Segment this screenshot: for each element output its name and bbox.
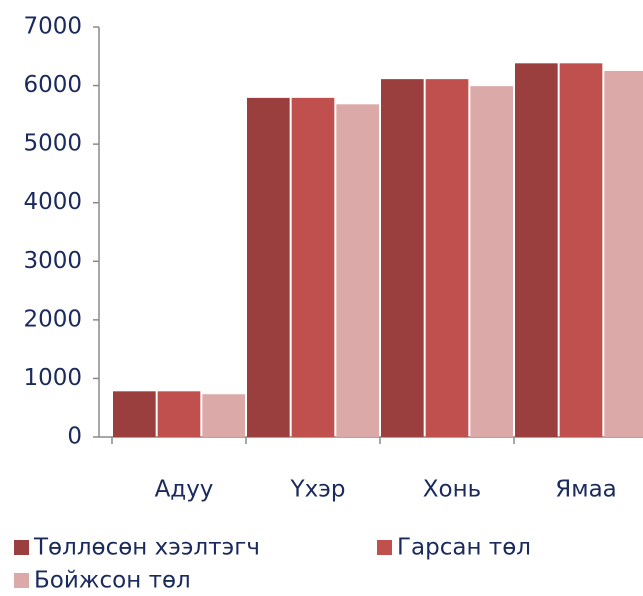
x-tick-label: Ямаа [555, 477, 617, 503]
x-tick-label: Адуу [155, 477, 214, 503]
bar [559, 63, 603, 438]
bar [336, 104, 379, 438]
bar [604, 70, 643, 437]
x-tick-label: Үхэр [290, 477, 346, 503]
bar [157, 391, 201, 437]
x-tick-label: Хонь [423, 477, 481, 503]
bar [515, 63, 558, 438]
y-tick-label: 6000 [23, 72, 82, 98]
y-tick-label: 1000 [23, 365, 82, 391]
legend-label: Бойжсон төл [34, 568, 191, 594]
legend-label: Төллөсөн хээлтэгч [33, 535, 260, 561]
legend-swatch [14, 540, 29, 555]
y-tick-label: 4000 [23, 189, 82, 215]
bar [113, 391, 156, 437]
legend-swatch [377, 540, 392, 555]
bar [470, 86, 513, 438]
bar [381, 79, 424, 437]
legend-swatch [14, 573, 29, 588]
bar [247, 97, 290, 437]
y-tick-label: 5000 [23, 131, 82, 157]
bar [202, 394, 245, 437]
y-tick-label: 3000 [23, 248, 82, 274]
y-tick-label: 2000 [23, 306, 82, 332]
y-tick-label: 0 [67, 424, 82, 450]
bar [291, 97, 335, 437]
legend-label: Гарсан төл [397, 535, 531, 561]
bar [425, 79, 469, 437]
y-tick-label: 7000 [23, 14, 82, 40]
